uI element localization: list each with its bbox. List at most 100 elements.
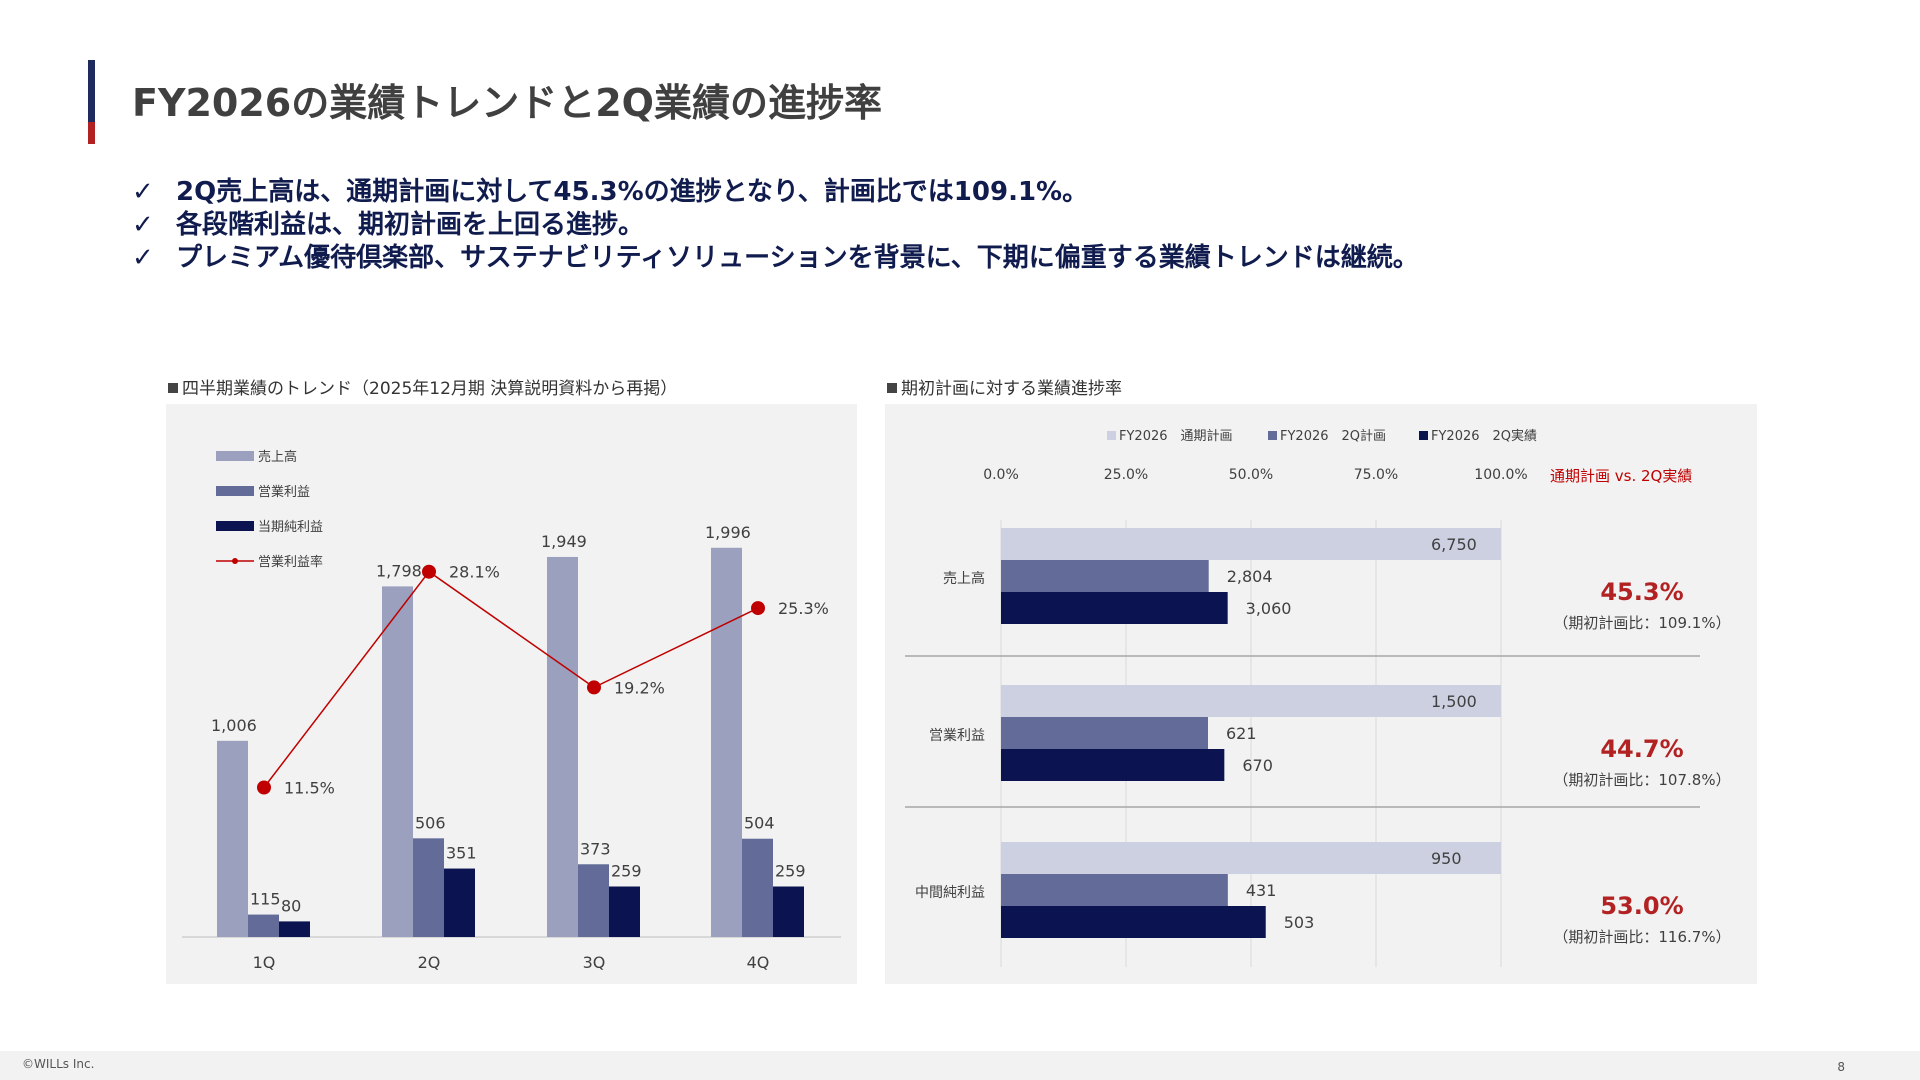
hbar-3-営業利益 bbox=[1001, 749, 1225, 781]
hbar-value-label: 431 bbox=[1246, 881, 1277, 900]
hbar-1-営業利益 bbox=[1001, 685, 1501, 717]
x-tick-label: 25.0% bbox=[1104, 467, 1148, 483]
summary-bullets: ✓ 2Q売上高は、通期計画に対して45.3%の進捗となり、計画比では109.1%。… bbox=[132, 176, 1419, 275]
hbar-1-中間純利益 bbox=[1001, 842, 1501, 874]
bar-2-3Q bbox=[578, 864, 609, 937]
legend-swatch bbox=[1268, 431, 1277, 440]
margin-point-1Q bbox=[257, 780, 271, 795]
copyright: ©WILLs Inc. bbox=[22, 1057, 95, 1071]
title-accent-bar bbox=[88, 60, 95, 144]
legend-label: 売上高 bbox=[258, 449, 297, 465]
hbar-3-中間純利益 bbox=[1001, 906, 1266, 938]
bullet-item: ✓ 2Q売上高は、通期計画に対して45.3%の進捗となり、計画比では109.1%。 bbox=[132, 176, 1419, 209]
legend-swatch bbox=[1107, 431, 1116, 440]
hbar-value-label: 670 bbox=[1242, 756, 1273, 775]
progress-rate-value: 45.3% bbox=[1600, 578, 1683, 606]
x-tick-label: 0.0% bbox=[983, 467, 1019, 483]
x-tick-label: 50.0% bbox=[1229, 467, 1273, 483]
bar-value-label: 115 bbox=[250, 890, 281, 909]
progress-rate-note: （期初計画比：107.8%） bbox=[1553, 771, 1730, 789]
page-title: FY2026の業績トレンドと2Q業績の進捗率 bbox=[132, 81, 882, 125]
margin-value-label: 25.3% bbox=[778, 599, 829, 618]
margin-value-label: 11.5% bbox=[284, 779, 335, 798]
page-number: 8 bbox=[1837, 1060, 1845, 1074]
x-tick-label: 3Q bbox=[583, 953, 606, 972]
bar-1-2Q bbox=[382, 586, 413, 937]
bar-value-label: 1,949 bbox=[541, 532, 587, 551]
quarterly-chart-panel: 1,006 115 80 1Q 1,798 506 351 2Q 1,949 373 259 3Q 1,… bbox=[166, 404, 857, 984]
bar-value-label: 351 bbox=[446, 844, 477, 863]
quarterly-chart-title-text: 四半期業績のトレンド（2025年12月期 決算説明資料から再掲） bbox=[182, 379, 678, 399]
bar-value-label: 1,006 bbox=[211, 716, 257, 735]
bar-1-3Q bbox=[547, 556, 578, 937]
bar-3-2Q bbox=[444, 868, 475, 937]
hbar-2-中間純利益 bbox=[1001, 874, 1228, 906]
legend-label: 営業利益 bbox=[258, 484, 310, 500]
hbar-1-売上高 bbox=[1001, 528, 1501, 560]
bullet-text: 2Q売上高は、通期計画に対して45.3%の進捗となり、計画比では109.1%。 bbox=[176, 177, 1089, 207]
title-accent-navy bbox=[88, 60, 95, 122]
bar-value-label: 80 bbox=[281, 896, 301, 915]
margin-point-3Q bbox=[587, 680, 601, 695]
margin-value-label: 28.1% bbox=[449, 563, 500, 582]
bar-value-label: 504 bbox=[744, 814, 775, 833]
bullet-item: ✓ 各段階利益は、期初計画を上回る進捗。 bbox=[132, 209, 1419, 242]
progress-chart-title: 期初計画に対する業績進捗率 bbox=[887, 374, 1122, 399]
check-icon: ✓ bbox=[132, 177, 154, 207]
progress-chart-title-text: 期初計画に対する業績進捗率 bbox=[901, 379, 1122, 399]
bar-3-1Q bbox=[279, 921, 310, 937]
x-tick-label: 1Q bbox=[253, 953, 276, 972]
bullet-text: 各段階利益は、期初計画を上回る進捗。 bbox=[176, 210, 645, 240]
category-label: 営業利益 bbox=[929, 728, 985, 744]
bar-2-4Q bbox=[742, 838, 773, 937]
bar-3-4Q bbox=[773, 886, 804, 937]
legend-label: 営業利益率 bbox=[258, 554, 323, 570]
hbar-value-label: 6,750 bbox=[1431, 535, 1477, 554]
progress-rate-value: 44.7% bbox=[1600, 735, 1683, 763]
bullet-text: プレミアム優待倶楽部、サステナビリティソリューションを背景に、下期に偏重する業績… bbox=[176, 243, 1419, 273]
hbar-2-営業利益 bbox=[1001, 717, 1208, 749]
margin-line bbox=[263, 570, 759, 788]
bar-value-label: 506 bbox=[415, 813, 446, 832]
bar-1-4Q bbox=[711, 547, 742, 937]
legend-swatch bbox=[216, 521, 254, 531]
quarterly-chart-title: 四半期業績のトレンド（2025年12月期 決算説明資料から再掲） bbox=[168, 374, 677, 399]
margin-value-label: 19.2% bbox=[614, 678, 665, 697]
margin-point-2Q bbox=[422, 564, 436, 579]
legend-swatch bbox=[216, 451, 254, 461]
hbar-2-売上高 bbox=[1001, 560, 1209, 592]
margin-point-4Q bbox=[751, 601, 765, 616]
hbar-3-売上高 bbox=[1001, 592, 1228, 624]
square-icon bbox=[887, 383, 897, 393]
hbar-value-label: 3,060 bbox=[1246, 599, 1292, 618]
progress-rate-value: 53.0% bbox=[1600, 892, 1683, 920]
hbar-value-label: 503 bbox=[1284, 913, 1315, 932]
legend-label: FY2026 2Q計画 bbox=[1280, 428, 1386, 444]
bar-value-label: 259 bbox=[611, 861, 642, 880]
hbar-value-label: 2,804 bbox=[1227, 567, 1273, 586]
check-icon: ✓ bbox=[132, 210, 154, 240]
legend-label: 当期純利益 bbox=[258, 520, 323, 535]
bar-value-label: 259 bbox=[775, 861, 806, 880]
square-icon bbox=[168, 383, 178, 393]
x-tick-label: 75.0% bbox=[1354, 467, 1398, 483]
bar-value-label: 1,798 bbox=[376, 561, 422, 580]
check-icon: ✓ bbox=[132, 243, 154, 273]
legend-line-marker bbox=[232, 558, 238, 564]
bar-2-1Q bbox=[248, 914, 279, 937]
bullet-item: ✓ プレミアム優待倶楽部、サステナビリティソリューションを背景に、下期に偏重する業… bbox=[132, 242, 1419, 275]
bar-value-label: 1,996 bbox=[705, 523, 751, 542]
category-label: 中間純利益 bbox=[915, 885, 985, 901]
hbar-value-label: 621 bbox=[1226, 724, 1257, 743]
legend-label: FY2026 2Q実績 bbox=[1431, 428, 1537, 444]
bar-1-1Q bbox=[217, 740, 248, 937]
hbar-value-label: 1,500 bbox=[1431, 692, 1477, 711]
x-tick-label: 100.0% bbox=[1474, 467, 1527, 483]
progress-rate-note: （期初計画比：116.7%） bbox=[1553, 928, 1730, 946]
progress-rate-note: （期初計画比：109.1%） bbox=[1553, 614, 1730, 632]
hbar-value-label: 950 bbox=[1431, 849, 1462, 868]
x-tick-label: 4Q bbox=[747, 953, 770, 972]
bar-3-3Q bbox=[609, 886, 640, 937]
legend-swatch bbox=[216, 486, 254, 496]
